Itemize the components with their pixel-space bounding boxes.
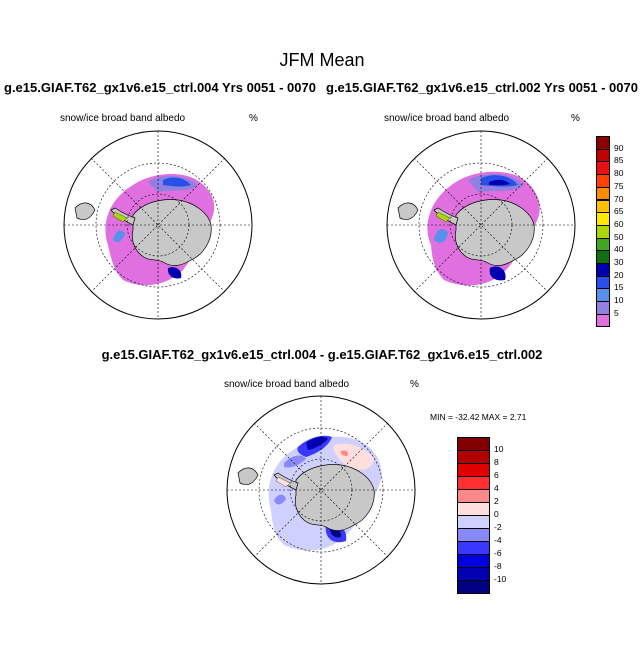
mean-colorbar-box [596,301,610,315]
graticule [64,131,252,319]
figure-title: JFM Mean [279,50,365,70]
diff-colorbar-label: 8 [494,457,499,467]
diff-colorbar-box [457,450,490,464]
continent-land [397,199,535,266]
mean-colorbar-label: 90 [614,142,624,153]
mean-colorbar-label: 50 [614,231,624,242]
mean-colorbar-label: 85 [614,155,624,166]
diff-colorbar-label: -8 [494,561,502,571]
mean-colorbar-label: 20 [614,269,624,280]
mean-colorbar-box [596,250,610,264]
diff-colorbar-box [457,541,490,555]
mean-colorbar-label: 65 [614,206,624,217]
difference-panel-variable-label: snow/ice broad band albedo [224,379,350,390]
diff-colorbar-box [457,489,490,503]
mean-colorbar-box [596,199,610,214]
left-panel-unit-label: % [249,113,258,124]
diff-colorbar-box [457,554,490,568]
mean-colorbar-label: 10 [614,295,624,306]
diff-colorbar-label: 2 [494,496,499,506]
diff-colorbar-label: 0 [494,509,499,519]
diff-colorbar-box [457,437,490,451]
mean-colorbar-box [596,174,610,188]
mean-colorbar-box [596,263,610,277]
diff-colorbar-box [457,463,490,477]
mean-colorbar-label: 75 [614,180,624,191]
right-panel-unit-label: % [571,113,580,124]
mean-colorbar: 90 85 80 75 70 65 60 50 40 30 20 15 10 5 [596,136,636,328]
mean-colorbar-box [596,161,610,176]
diff-colorbar-label: -2 [494,522,502,532]
diff-colorbar-box [457,567,490,581]
difference-minmax-label: MIN = -32.42 MAX = 2.71 [430,412,527,422]
mean-colorbar-label: 70 [614,193,624,204]
diff-colorbar-label: 6 [494,470,499,480]
mean-colorbar-box [596,313,610,328]
right-polar-map [386,130,576,320]
mean-colorbar-label: 15 [614,282,624,293]
mean-colorbar-box [596,237,610,252]
mean-colorbar-box [596,148,610,163]
mean-colorbar-box [596,212,610,226]
continent-land [237,464,375,531]
diff-colorbar-box [457,502,490,516]
difference-colorbar: 10 8 6 4 2 0 -2 -4 -6 -8 -10 [457,437,506,595]
antarctic-peninsula-diff [275,476,291,488]
graticule [387,131,575,319]
graticule [227,396,415,584]
antarctic-peninsula-highlight [435,211,451,223]
mean-colorbar-label: 80 [614,168,624,179]
diff-colorbar-label: -4 [494,535,502,545]
diff-colorbar-box [457,580,490,594]
right-panel-variable-label: snow/ice broad band albedo [384,113,510,124]
difference-panel-title: g.e15.GIAF.T62_gx1v6.e15_ctrl.004 - g.e1… [101,347,543,362]
mean-colorbar-box [596,136,610,150]
mean-colorbar-box [596,186,610,201]
antarctic-peninsula-highlight [112,211,128,223]
mean-colorbar-label: 60 [614,218,624,229]
difference-panel-unit-label: % [410,379,419,390]
mean-colorbar-label: 30 [614,257,624,267]
mean-colorbar-box [596,275,610,290]
difference-polar-map [226,395,416,585]
left-polar-map [63,130,253,320]
left-panel-case-title: g.e15.GIAF.T62_gx1v6.e15_ctrl.004 Yrs 00… [4,80,316,95]
continent-land [74,199,212,266]
left-panel-variable-label: snow/ice broad band albedo [60,113,186,124]
diff-colorbar-box [457,476,490,490]
mean-colorbar-label: 5 [614,307,619,318]
diff-colorbar-label: -6 [494,548,502,558]
diff-colorbar-label: 4 [494,483,499,493]
mean-colorbar-label: 40 [614,244,624,255]
right-panel-case-title: g.e15.GIAF.T62_gx1v6.e15_ctrl.002 Yrs 00… [326,80,638,95]
diff-colorbar-label: -10 [494,574,507,584]
mean-colorbar-box [596,224,610,239]
mean-colorbar-box [596,288,610,303]
diff-colorbar-label: 10 [494,444,504,454]
diff-colorbar-box [457,528,490,542]
diff-colorbar-box [457,515,490,529]
